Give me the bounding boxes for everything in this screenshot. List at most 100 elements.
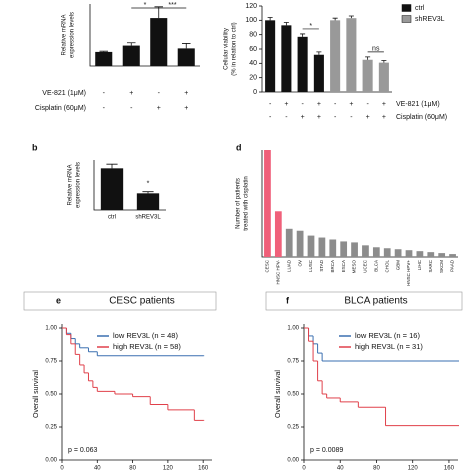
row-mark: - [334, 114, 337, 121]
row-mark: - [350, 114, 353, 121]
row-mark: + [301, 114, 305, 121]
bar [100, 168, 124, 210]
x-tick-label: LUAD [286, 259, 291, 272]
x-tick-label: PAAD [450, 259, 455, 272]
legend-swatch [401, 15, 412, 23]
bar [296, 230, 304, 257]
y-tick-label: 0.25 [45, 425, 57, 431]
y-tick-label: 0.50 [287, 392, 299, 398]
y-tick-label: 0.25 [287, 425, 299, 431]
y-axis-label: expression levels [70, 12, 76, 58]
bar [313, 54, 324, 92]
bar [372, 247, 380, 257]
y-tick-label: 40 [249, 60, 257, 67]
bar [427, 252, 435, 257]
x-tick-label: 80 [129, 466, 136, 472]
bar [438, 253, 446, 257]
bar [264, 150, 271, 257]
y-axis-label: treated with cisplatin [244, 176, 250, 230]
y-tick-label: 120 [245, 3, 257, 10]
chart-title: BLCA patients [344, 296, 407, 307]
row-mark: + [382, 114, 386, 121]
error-bar [316, 51, 322, 55]
x-tick-label: BRCA [330, 260, 335, 273]
y-tick-label: 0 [253, 89, 257, 96]
legend-label: shREV3L [415, 16, 445, 23]
bar [177, 48, 195, 66]
x-tick-label: 0 [60, 466, 64, 472]
bar [340, 241, 348, 257]
bar [95, 51, 113, 66]
row-mark: - [334, 101, 337, 108]
x-tick-label: CESC [265, 259, 270, 272]
x-tick-label: HNSC HPV+ [406, 260, 411, 286]
row-mark: + [366, 114, 370, 121]
row-mark: + [349, 101, 353, 108]
y-axis-label: Overall survival [33, 370, 40, 418]
bar [362, 59, 373, 92]
row-mark: + [157, 105, 161, 112]
panel-label: b [32, 142, 38, 152]
error-bar [300, 33, 306, 37]
x-tick-label: SKCM [439, 260, 444, 273]
annotation: * [144, 2, 147, 9]
row-mark: + [317, 114, 321, 121]
bar [122, 45, 140, 66]
legend-swatch [401, 4, 412, 12]
error-bar [142, 191, 154, 194]
bar [297, 36, 308, 92]
row-mark: - [285, 114, 288, 121]
x-tick-label: MESO [352, 260, 357, 274]
x-tick-label: 40 [94, 466, 101, 472]
row-mark: + [382, 101, 386, 108]
bar [383, 248, 391, 257]
annotation: *** [168, 2, 176, 9]
error-bar [332, 17, 338, 21]
error-bar [348, 15, 354, 19]
row-mark: + [184, 105, 188, 112]
row-mark: + [284, 101, 288, 108]
p-value: p = 0.063 [68, 447, 97, 454]
x-tick-label: shREV3L [135, 215, 161, 221]
row-mark: - [269, 101, 272, 108]
y-tick-label: 0.75 [45, 359, 57, 365]
y-axis-label: (% in relation to ctrl) [232, 22, 238, 75]
bar [329, 239, 337, 257]
bar [281, 25, 292, 93]
x-tick-label: OV [297, 260, 302, 267]
row-mark: - [366, 101, 369, 108]
error-bar [99, 50, 109, 52]
x-tick-label: 120 [163, 466, 174, 472]
legend-label: high REV3L (n = 31) [355, 342, 423, 351]
error-bar [381, 60, 387, 63]
row-mark: + [317, 101, 321, 108]
x-tick-label: GBM [395, 260, 400, 271]
row-mark: - [130, 105, 133, 112]
x-tick-label: HNSC HPV- [276, 260, 281, 285]
row-mark: - [301, 101, 304, 108]
x-tick-label: ctrl [108, 215, 116, 221]
y-axis-label: Number of patients [236, 178, 242, 229]
row-label: Cisplatin (60μM) [396, 114, 447, 121]
y-tick-label: 1.00 [45, 326, 57, 332]
legend-label: low REV3L (n = 16) [355, 331, 420, 340]
bar [346, 18, 357, 92]
row-label: Cisplatin (60μM) [35, 105, 86, 112]
bar [394, 249, 402, 257]
x-tick-label: 120 [408, 466, 419, 472]
x-tick-label: 40 [337, 466, 344, 472]
bar [351, 242, 358, 257]
row-label: VE-821 (1μM) [396, 101, 440, 108]
p-value: p = 0.0089 [310, 447, 343, 454]
row-mark: - [103, 105, 106, 112]
x-tick-label: CHOL [384, 260, 389, 273]
annotation: * [147, 181, 150, 188]
x-tick-label: 160 [198, 466, 209, 472]
bar [136, 193, 160, 210]
y-tick-label: 1.00 [287, 326, 299, 332]
x-tick-label: SARC [428, 259, 433, 272]
y-tick-label: 20 [249, 75, 257, 82]
error-bar [267, 17, 273, 21]
title-box [265, 291, 463, 311]
